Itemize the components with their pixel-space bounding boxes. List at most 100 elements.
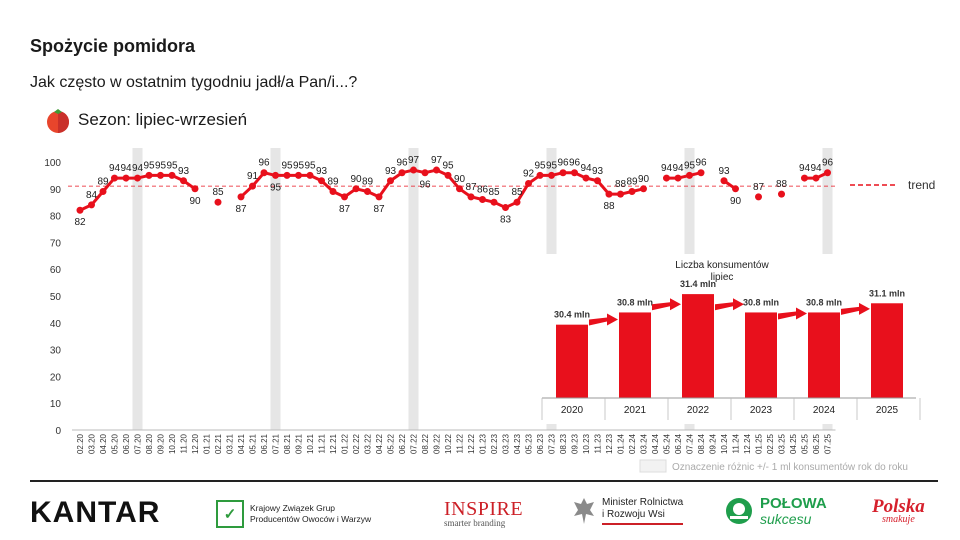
data-point xyxy=(571,169,578,177)
data-label: 93 xyxy=(316,166,328,177)
data-label: 86 xyxy=(477,185,489,196)
data-label: 96 xyxy=(822,158,834,169)
kzg-logo: ✓ Krajowy Związek Grup Producentów Owocó… xyxy=(216,500,371,528)
inspire-tagline: smarter branding xyxy=(444,518,506,528)
data-point xyxy=(329,187,337,195)
data-label: 94 xyxy=(132,163,144,174)
data-label: 90 xyxy=(730,196,742,207)
x-tick-label: 04.22 xyxy=(375,433,384,454)
trend-legend-label: trend xyxy=(908,178,935,192)
data-point xyxy=(433,166,440,174)
data-point xyxy=(76,206,84,214)
x-tick-label: 05.21 xyxy=(249,433,258,454)
x-tick-label: 03.22 xyxy=(364,433,373,454)
data-point xyxy=(812,174,820,182)
data-label: 89 xyxy=(362,176,374,187)
data-label: 94 xyxy=(120,163,132,174)
data-point xyxy=(456,185,463,193)
x-tick-label: 11.21 xyxy=(318,433,327,453)
bar-category-label: 2024 xyxy=(813,405,836,416)
data-label: 94 xyxy=(672,163,684,174)
change-arrow xyxy=(715,298,744,311)
eagle-emblem-icon xyxy=(574,498,594,524)
x-tick-label: 11.24 xyxy=(732,433,741,453)
x-tick-label: 05.24 xyxy=(663,433,672,454)
data-point xyxy=(306,171,314,179)
data-label: 91 xyxy=(247,171,259,182)
x-tick-label: 11.23 xyxy=(594,433,603,453)
data-point xyxy=(536,171,544,179)
series-line-segment xyxy=(515,181,530,204)
data-point xyxy=(663,174,670,182)
data-point xyxy=(283,171,291,179)
data-label: 95 xyxy=(270,182,282,193)
x-tick-label: 05.20 xyxy=(111,433,120,454)
x-tick-label: 08.20 xyxy=(145,433,154,454)
data-label: 85 xyxy=(212,187,224,198)
bar xyxy=(682,294,714,398)
data-label: 87 xyxy=(235,204,247,215)
data-label: 85 xyxy=(511,187,523,198)
data-point xyxy=(387,177,394,185)
x-tick-label: 06.20 xyxy=(122,433,131,454)
x-tick-label: 02.22 xyxy=(352,433,361,454)
inset-title-line-2: lipiec xyxy=(711,272,734,283)
data-label: 87 xyxy=(339,204,351,215)
y-tick-label: 10 xyxy=(50,399,62,410)
data-point xyxy=(318,177,325,185)
y-tick-label: 20 xyxy=(50,372,62,383)
data-label: 95 xyxy=(304,160,316,171)
data-point xyxy=(502,204,509,212)
bar-category-label: 2023 xyxy=(750,405,773,416)
change-arrow xyxy=(778,307,807,320)
data-point xyxy=(801,174,808,182)
kzg-text-line-2: Producentów Owoców i Warzyw xyxy=(250,514,372,524)
data-point xyxy=(697,169,705,177)
data-point xyxy=(260,169,268,177)
polowa-wordmark: POŁOWA xyxy=(760,495,827,512)
season-band xyxy=(132,148,143,430)
x-tick-label: 12.22 xyxy=(467,433,476,454)
data-point xyxy=(559,169,567,177)
x-tick-label: 03.21 xyxy=(226,433,235,454)
data-label: 96 xyxy=(258,158,270,169)
data-label: 83 xyxy=(500,215,512,226)
data-label: 96 xyxy=(396,158,408,169)
chart-title: Spożycie pomidora xyxy=(30,36,196,56)
data-point xyxy=(180,177,187,185)
data-label: 95 xyxy=(155,160,167,171)
bar-value-label: 30.8 mln xyxy=(743,297,779,307)
x-tick-label: 03.24 xyxy=(640,433,649,454)
x-tick-label: 09.20 xyxy=(157,433,166,454)
data-point xyxy=(778,190,785,198)
bar-value-label: 30.8 mln xyxy=(806,297,842,307)
data-point xyxy=(824,169,831,177)
y-tick-label: 100 xyxy=(44,158,61,169)
data-label: 97 xyxy=(431,155,443,166)
data-label: 85 xyxy=(488,187,500,198)
x-tick-label: 07.20 xyxy=(134,433,143,454)
x-tick-label: 10.22 xyxy=(444,433,453,454)
data-point xyxy=(352,185,360,193)
data-label: 96 xyxy=(557,158,569,169)
bar-category-label: 2021 xyxy=(624,405,647,416)
y-tick-label: 90 xyxy=(50,185,62,196)
data-point xyxy=(134,174,141,182)
data-point xyxy=(525,179,532,187)
data-point xyxy=(375,193,383,201)
season-label-group: Sezon: lipiec-wrzesień xyxy=(44,106,247,134)
x-tick-label: 06.21 xyxy=(260,433,269,454)
bar-category-label: 2025 xyxy=(876,405,899,416)
data-point xyxy=(755,193,762,201)
x-tick-label: 01.21 xyxy=(203,433,212,454)
bar xyxy=(619,312,651,398)
x-tick-label: 12.21 xyxy=(329,433,338,454)
data-label: 94 xyxy=(109,163,121,174)
data-point xyxy=(157,171,164,179)
x-tick-label: 09.24 xyxy=(709,433,718,454)
x-tick-label: 11.20 xyxy=(180,433,189,453)
kantar-logo: KANTAR xyxy=(30,496,161,529)
data-label: 88 xyxy=(615,179,627,190)
bar-value-label: 30.8 mln xyxy=(617,297,653,307)
x-tick-label: 04.20 xyxy=(99,433,108,454)
